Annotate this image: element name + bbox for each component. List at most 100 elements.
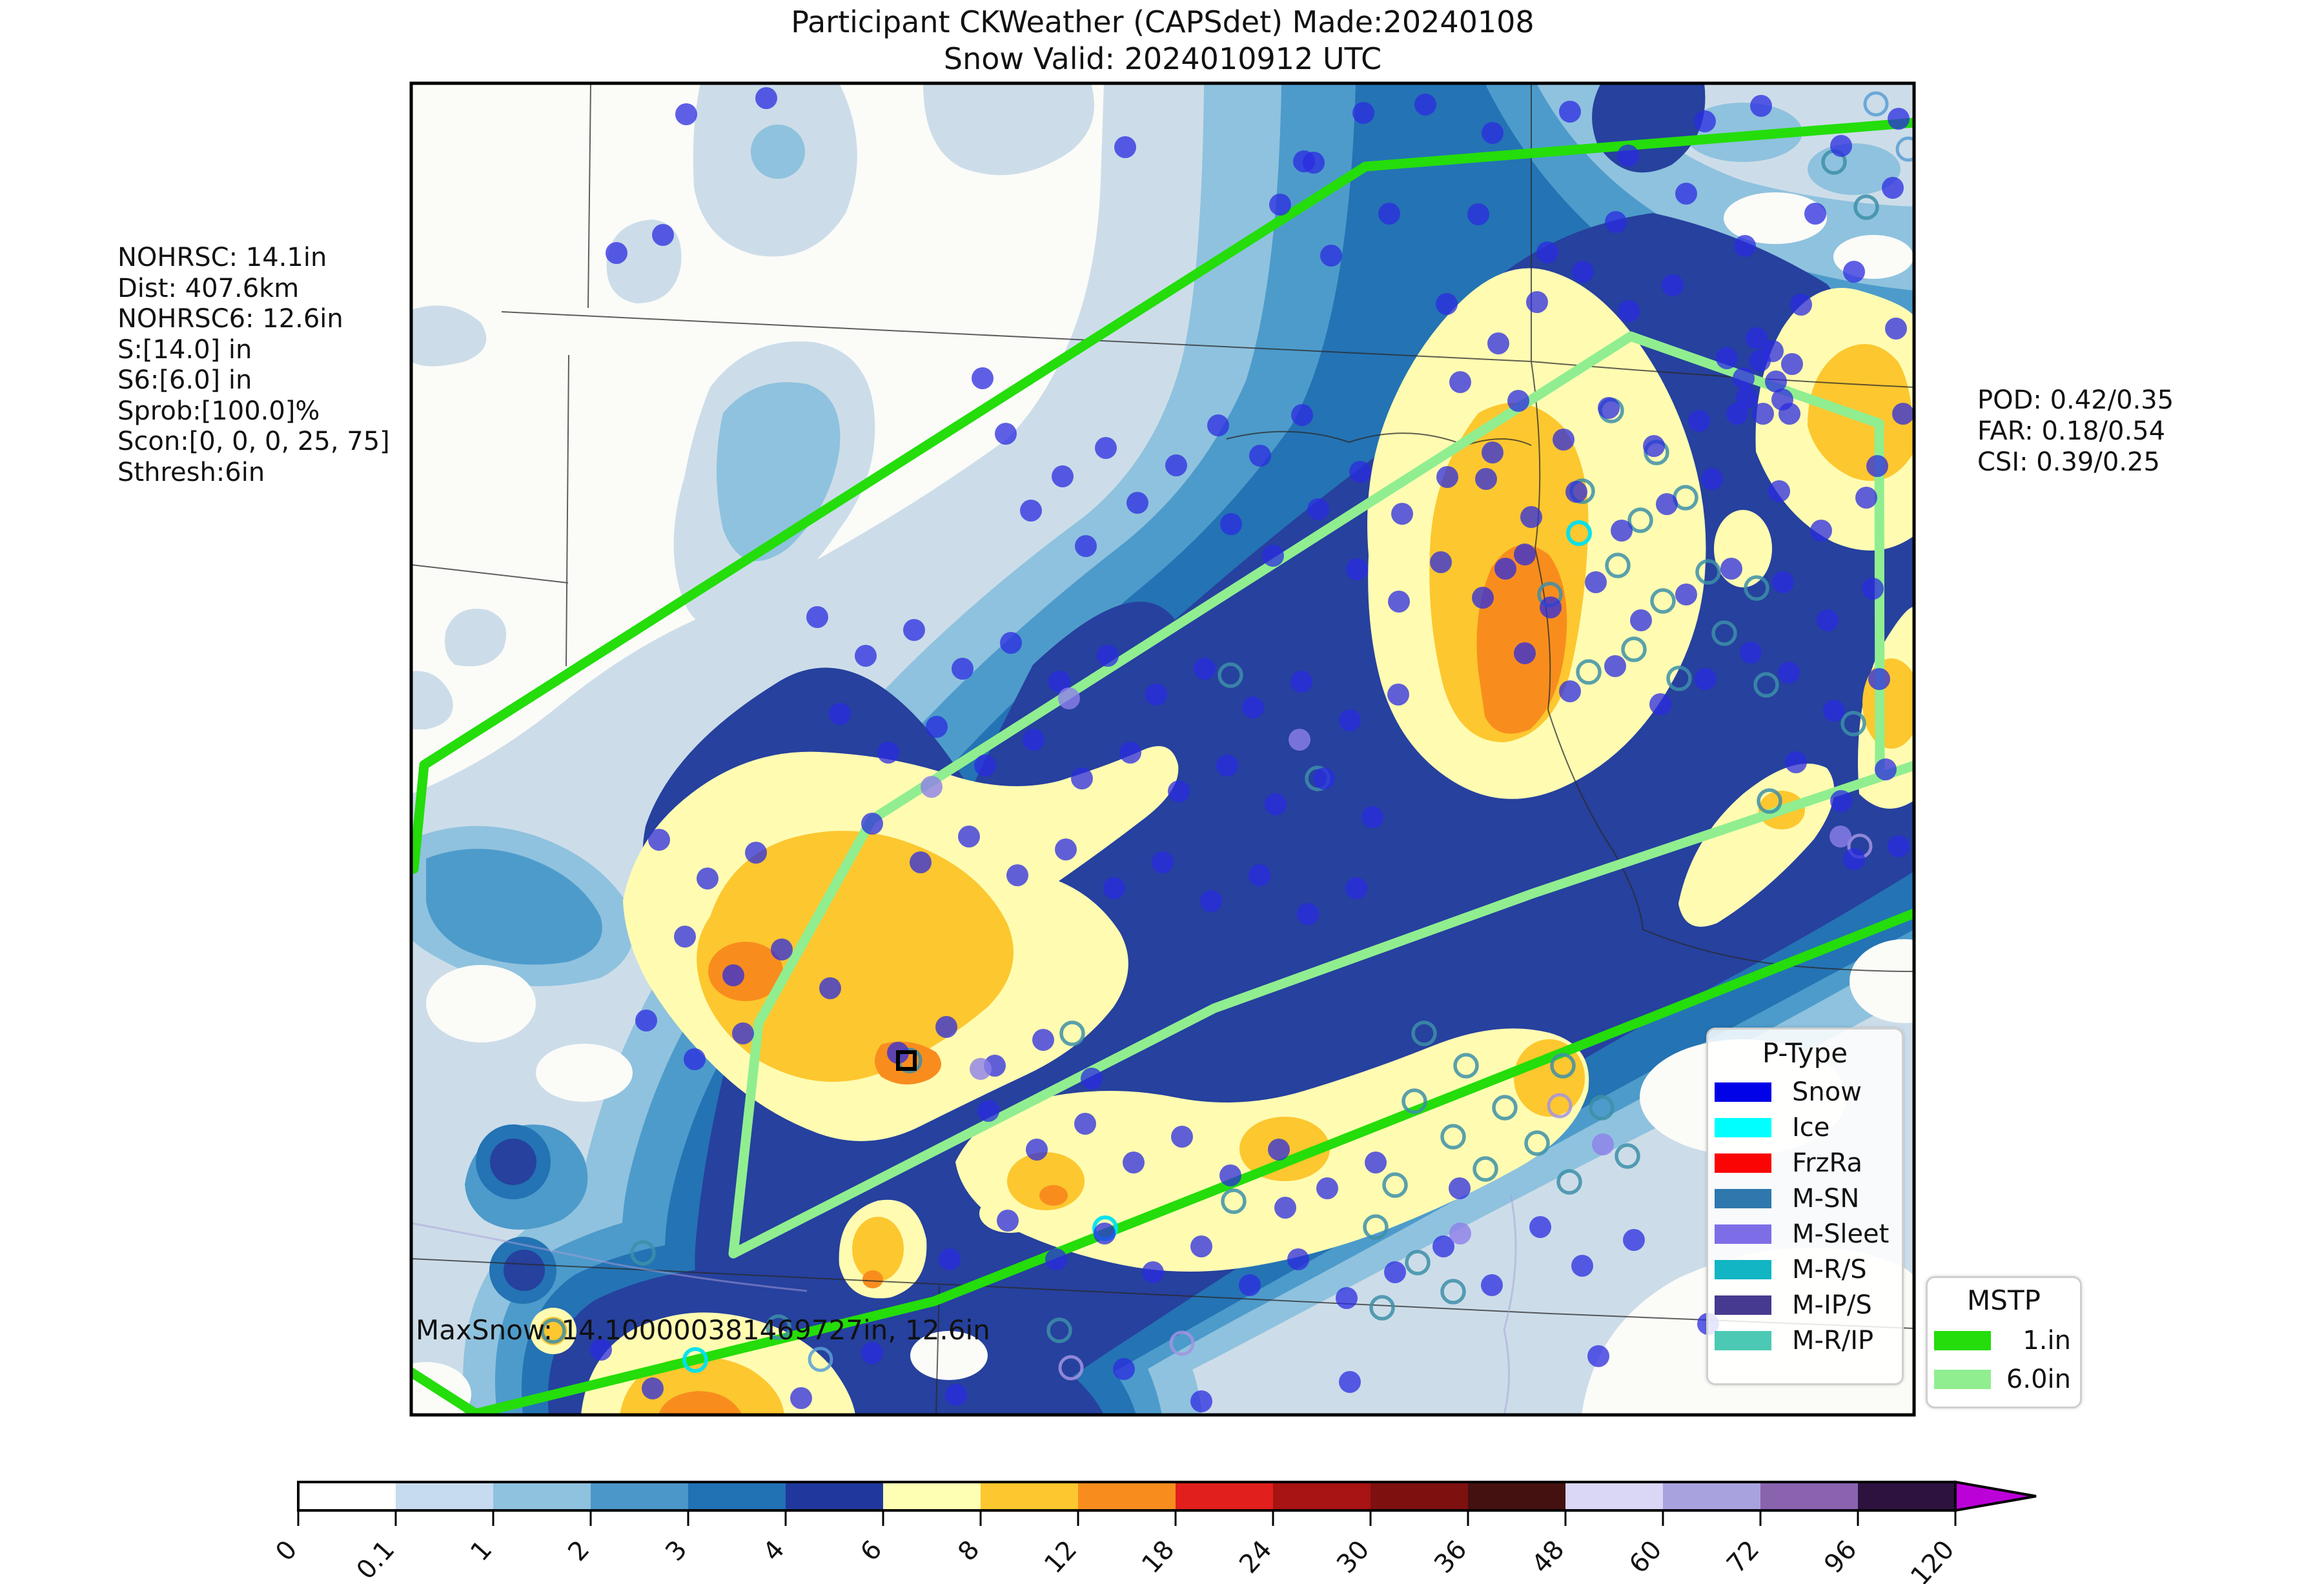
snow-dot-marker: [1436, 466, 1458, 488]
snow-dot-marker: [1736, 387, 1758, 409]
snow-dot-marker: [732, 1022, 754, 1044]
legend-label: M-IP/S: [1792, 1290, 1872, 1320]
stat-line: CSI: 0.39/0.25: [1977, 447, 2160, 477]
teal-rings-marker: [1589, 1095, 1615, 1121]
snow-dot-marker: [1572, 261, 1594, 283]
snow-dot-marker: [1449, 371, 1471, 393]
title-line-2: Snow Valid: 2024010912 UTC: [943, 41, 1382, 76]
snow-dot-marker: [684, 1048, 706, 1070]
snow-dot-marker: [1081, 1068, 1103, 1090]
colorbar-segment: [981, 1482, 1078, 1510]
snow-dot-marker: [861, 1342, 883, 1364]
snow-dot-marker: [1526, 291, 1548, 313]
teal-rings-marker: [766, 1314, 791, 1340]
snow-dot-marker: [1097, 645, 1119, 667]
snow-dot-marker: [1378, 203, 1400, 225]
colorbar-tick-label: 3: [660, 1535, 693, 1567]
snow-dot-marker: [722, 964, 744, 986]
colorbar-segment: [298, 1482, 396, 1510]
snow-dot-marker: [1843, 261, 1865, 283]
snow-dot-marker: [1339, 1371, 1361, 1393]
snow-dot-marker: [1291, 404, 1313, 426]
snow-dot-marker: [1365, 1152, 1387, 1173]
teal-rings-marker: [1440, 1279, 1466, 1305]
colorbar-segment: [883, 1482, 981, 1510]
ptype-legend-title: P-Type: [1762, 1037, 1848, 1069]
snow-dot-marker: [806, 606, 828, 628]
snow-dot-marker: [861, 813, 883, 835]
snow-dot-marker: [1346, 558, 1368, 580]
stat-line: NOHRSC: 14.1in: [117, 243, 327, 272]
snow-dot-marker: [1804, 203, 1826, 225]
teal-rings-marker: [1402, 1088, 1427, 1114]
mstp-contour-1.in: [411, 117, 1914, 874]
snow-dot-marker: [1472, 587, 1494, 609]
snow-dot-marker: [1391, 503, 1413, 525]
snow-dot-marker: [1467, 203, 1489, 225]
title-line-1: Participant CKWeather (CAPSdet) Made:202…: [791, 5, 1534, 39]
snow-dot-marker: [1290, 671, 1312, 693]
cyan-rings-marker: [682, 1347, 708, 1373]
snow-dot-marker: [945, 1384, 967, 1406]
snow-dot-marker: [1313, 767, 1335, 789]
snow-dot-marker: [1020, 500, 1042, 522]
colorbar-tick-label: 4: [757, 1535, 790, 1567]
stat-line: FAR: 0.18/0.54: [1977, 416, 2166, 446]
snow-dot-marker: [1688, 410, 1710, 432]
stat-line: NOHRSC6: 12.6in: [117, 304, 343, 334]
legend-label: FrzRa: [1792, 1148, 1862, 1178]
snow-dot-marker: [1726, 403, 1748, 425]
snow-dot-marker: [1888, 108, 1910, 130]
colorbar-segment: [1858, 1482, 1955, 1510]
snow-dot-marker: [1768, 480, 1790, 502]
snow-dot-marker: [1875, 758, 1897, 780]
snow-dot-marker: [1694, 110, 1716, 132]
snow-dot-marker: [1336, 1287, 1358, 1309]
snow-dot-marker: [1598, 397, 1620, 419]
snow-dot-marker: [1242, 696, 1264, 718]
snow-dot-marker: [910, 851, 932, 873]
snow-dot-marker: [1387, 684, 1409, 706]
colorbar-segment: [591, 1482, 688, 1510]
snow-dot-marker: [1481, 1274, 1503, 1296]
teal-rings-marker: [1059, 1020, 1085, 1046]
snow-dot-marker: [1520, 506, 1542, 528]
observation-rings: [540, 91, 1914, 1381]
snow-dot-marker: [1514, 543, 1536, 565]
snow-dot-marker: [1772, 571, 1794, 593]
teal-rings-marker: [1650, 588, 1676, 614]
sleet-dot-marker: [1592, 1133, 1614, 1155]
snow-dot-marker: [1762, 340, 1784, 362]
legend-label: Ice: [1792, 1112, 1830, 1142]
teal-rings-marker: [1757, 788, 1782, 814]
snow-dot-marker: [1316, 1177, 1338, 1199]
snow-dot-marker: [958, 826, 980, 848]
snow-dot-marker: [1055, 838, 1077, 860]
verification-stats-left: NOHRSC: 14.1in Dist: 407.6km NOHRSC6: 12.6…: [117, 243, 390, 488]
snow-dot-marker: [1194, 658, 1216, 680]
snow-dot-marker: [1103, 877, 1125, 899]
teal-rings-marker: [1440, 1124, 1466, 1150]
legend-label: M-SN: [1792, 1183, 1860, 1213]
snow-dot-marker: [1142, 1261, 1164, 1283]
snow-dot-marker: [1384, 1261, 1406, 1283]
legend-item: M-R/S: [1708, 1252, 1902, 1287]
colorbar-tick-label: 96: [1819, 1535, 1862, 1579]
snow-dot-marker: [1611, 520, 1633, 542]
snow-dot-marker: [1778, 662, 1800, 684]
snow-dot-marker: [590, 1339, 612, 1361]
snow-dot-marker: [1071, 767, 1093, 789]
legend-item: FrzRa: [1708, 1145, 1902, 1181]
snow-dot-marker: [1817, 609, 1839, 631]
purple-rings-marker: [1058, 1355, 1084, 1381]
colorbar-tick-label: 60: [1624, 1535, 1667, 1579]
snow-dot-marker: [1303, 152, 1325, 174]
snow-dot-marker: [972, 367, 994, 389]
blue-rings-marker: [808, 1346, 833, 1372]
legend-swatch: [1934, 1370, 1991, 1389]
snow-dot-marker: [1662, 274, 1684, 296]
snow-dot-marker: [1123, 1152, 1145, 1173]
colorbar-tick-label: 2: [562, 1535, 595, 1567]
sleet-dot-marker: [970, 1058, 992, 1080]
